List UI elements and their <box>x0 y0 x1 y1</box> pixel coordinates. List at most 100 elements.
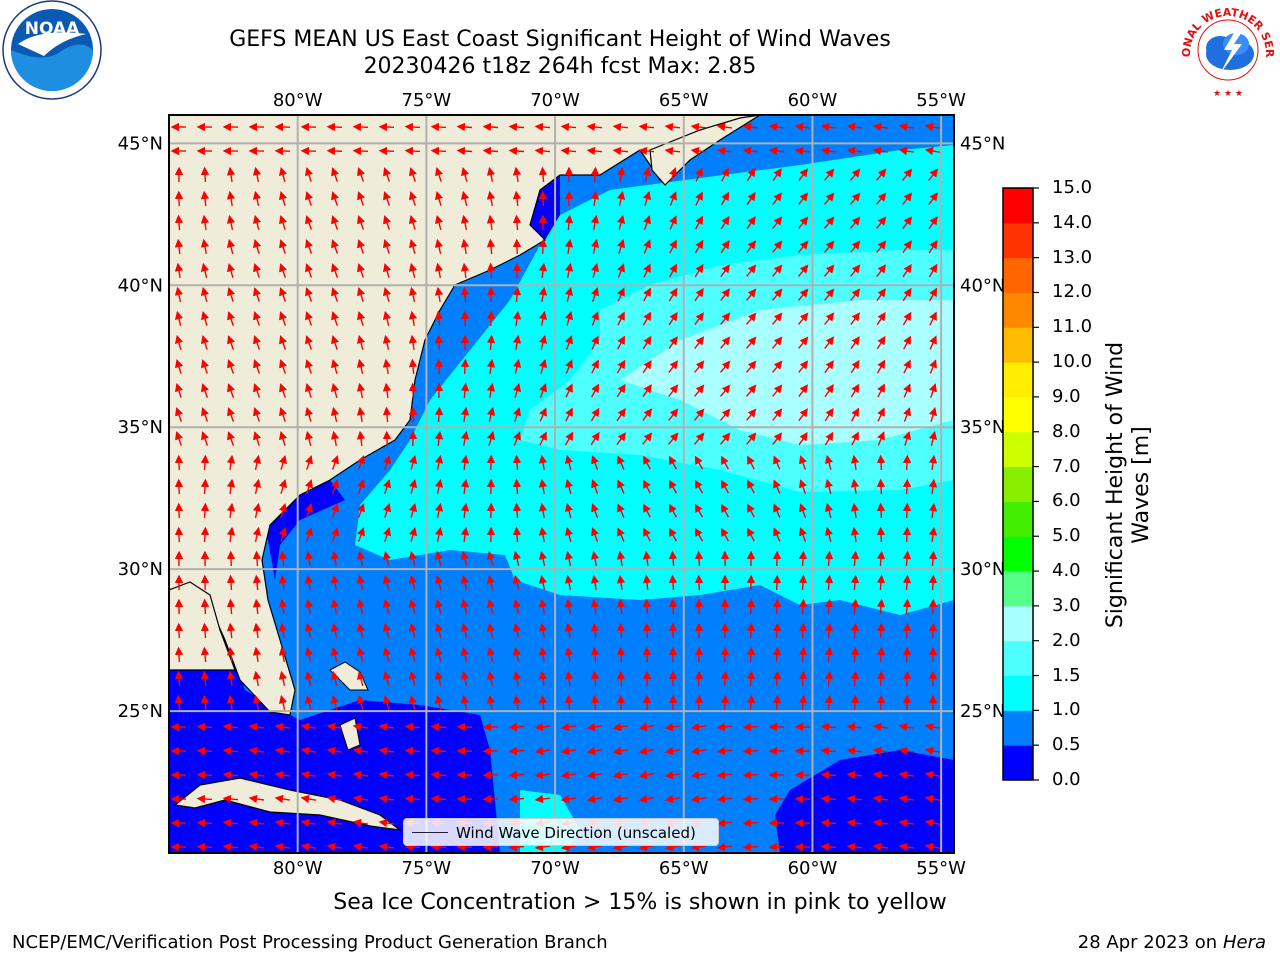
colorbar-segment <box>1003 362 1033 398</box>
wave-direction-arrow <box>564 262 574 279</box>
wave-direction-arrow <box>590 574 600 591</box>
wave-direction-arrow <box>591 503 599 518</box>
wave-direction-arrow <box>278 622 288 639</box>
wave-direction-arrow <box>434 550 444 566</box>
wave-direction-arrow <box>331 263 339 278</box>
wave-direction-arrow <box>330 550 340 567</box>
wave-direction-arrow <box>772 694 782 711</box>
wave-direction-arrow <box>382 598 392 614</box>
wave-direction-arrow <box>486 670 496 686</box>
wave-direction-arrow <box>278 550 288 567</box>
wave-direction-arrow <box>456 146 473 156</box>
legend-line-icon <box>412 832 448 833</box>
wave-direction-arrow <box>872 770 889 780</box>
wave-direction-arrow <box>278 694 288 710</box>
wave-direction-arrow <box>408 286 418 302</box>
colorbar-tick-label: 0.5 <box>1052 734 1081 756</box>
wave-direction-arrow <box>378 818 395 828</box>
wave-direction-arrow <box>486 550 496 566</box>
wave-direction-arrow <box>382 670 392 686</box>
wave-direction-arrow <box>274 842 291 852</box>
wave-direction-arrow <box>798 432 808 446</box>
wave-direction-arrow <box>643 527 651 542</box>
wave-direction-arrow <box>330 670 340 686</box>
lon-tick-label: 70°W <box>530 858 580 879</box>
wave-direction-arrow <box>200 478 210 495</box>
wave-direction-arrow <box>486 646 496 662</box>
wave-direction-arrow <box>279 311 287 326</box>
wave-direction-arrow <box>534 770 551 780</box>
wave-direction-arrow <box>434 454 444 471</box>
wave-direction-arrow <box>200 454 210 471</box>
wave-direction-arrow <box>794 122 811 132</box>
wave-direction-arrow <box>772 240 783 253</box>
wave-direction-arrow <box>669 215 677 230</box>
wave-direction-arrow <box>924 122 941 132</box>
wave-direction-arrow <box>304 622 314 639</box>
wave-direction-arrow <box>486 238 496 255</box>
wave-direction-arrow <box>274 722 291 732</box>
wave-direction-arrow <box>664 146 681 156</box>
wave-direction-arrow <box>278 646 288 663</box>
wave-direction-arrow <box>278 406 287 422</box>
wave-direction-arrow <box>616 383 626 398</box>
wave-direction-arrow <box>798 694 808 711</box>
wave-direction-arrow <box>460 574 470 590</box>
wave-direction-arrow <box>486 574 496 590</box>
wave-direction-arrow <box>356 358 366 374</box>
wave-direction-arrow <box>924 770 941 780</box>
wave-direction-arrow <box>824 312 835 325</box>
wave-direction-arrow <box>174 670 184 687</box>
wave-direction-arrow <box>872 842 889 852</box>
wave-direction-arrow <box>616 190 626 206</box>
wave-direction-arrow <box>382 310 392 326</box>
wave-direction-arrow <box>460 526 470 542</box>
wave-direction-arrow <box>772 670 782 687</box>
wave-direction-arrow <box>356 286 366 302</box>
wave-direction-arrow <box>695 167 703 182</box>
wave-direction-arrow <box>798 646 808 663</box>
wave-direction-arrow <box>278 430 288 446</box>
wave-direction-arrow <box>903 407 911 422</box>
colorbar-segment <box>1003 396 1033 433</box>
wave-direction-arrow <box>460 478 470 494</box>
wave-direction-arrow <box>534 122 551 132</box>
wave-direction-arrow <box>690 770 706 780</box>
wave-direction-arrow <box>823 216 835 229</box>
wave-direction-arrow <box>928 550 938 567</box>
wave-direction-arrow <box>772 574 782 591</box>
wave-direction-arrow <box>408 382 418 399</box>
wave-direction-arrow <box>357 239 365 254</box>
wave-direction-arrow <box>898 746 915 756</box>
wave-direction-arrow <box>252 166 262 183</box>
wave-direction-arrow <box>794 146 811 156</box>
wave-direction-arrow <box>279 359 287 374</box>
colorbar-tick-label: 2.0 <box>1052 629 1081 651</box>
wave-direction-arrow <box>798 670 808 687</box>
wave-direction-arrow <box>720 288 731 302</box>
noaa-logo: NOAA <box>2 0 102 100</box>
wave-direction-arrow <box>460 382 470 399</box>
wave-direction-arrow <box>382 694 392 710</box>
wave-direction-arrow <box>196 842 213 852</box>
wave-direction-arrow <box>538 526 548 543</box>
wave-direction-arrow <box>538 598 548 615</box>
wave-direction-arrow <box>200 694 210 711</box>
wave-direction-arrow <box>352 722 369 732</box>
wave-direction-arrow <box>508 794 525 804</box>
wave-direction-arrow <box>248 842 265 852</box>
wave-direction-arrow <box>590 598 600 615</box>
wave-direction-arrow <box>898 122 915 132</box>
wave-direction-arrow <box>560 794 577 804</box>
wave-direction-arrow <box>382 646 392 662</box>
wave-direction-arrow <box>330 646 340 662</box>
wave-direction-arrow <box>486 166 496 182</box>
wave-direction-arrow <box>664 842 681 852</box>
wave-direction-arrow <box>538 502 548 519</box>
wave-direction-arrow <box>253 335 261 350</box>
wave-direction-arrow <box>616 646 626 663</box>
wave-direction-arrow <box>591 455 599 470</box>
wave-direction-arrow <box>742 746 759 756</box>
wave-direction-arrow <box>382 358 392 375</box>
wave-direction-arrow <box>876 550 886 567</box>
